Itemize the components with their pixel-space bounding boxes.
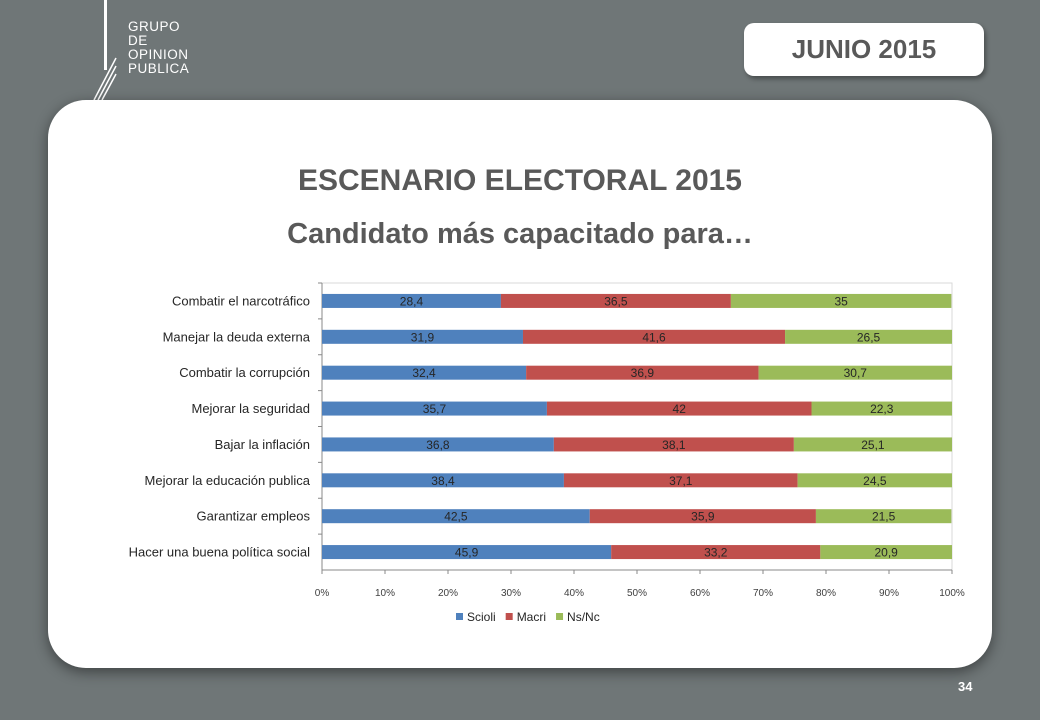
- bar-segment: [785, 329, 952, 344]
- bar-segment: [793, 437, 952, 452]
- logo-line-3: OPINION: [128, 47, 189, 62]
- data-label: 36,5: [604, 294, 628, 308]
- bar-segment: [797, 473, 952, 488]
- x-tick-label: 20%: [438, 588, 458, 599]
- plot-area: [321, 282, 953, 571]
- bar-segment: [546, 401, 812, 416]
- category-label: Mejorar la seguridad: [191, 401, 310, 416]
- bar-segment: [811, 401, 952, 416]
- data-label: 42: [673, 402, 687, 416]
- data-label: 38,4: [431, 474, 455, 488]
- data-label: 20,9: [874, 546, 898, 560]
- bar-segment: [322, 473, 564, 488]
- data-label: 38,1: [662, 438, 686, 452]
- legend-label: Scioli: [467, 610, 496, 624]
- data-label: 25,1: [861, 438, 885, 452]
- data-label: 31,9: [411, 330, 435, 344]
- bar-segment: [500, 293, 731, 308]
- x-tick-label: 80%: [816, 588, 836, 599]
- bar-segment: [758, 365, 952, 380]
- data-label: 26,5: [857, 330, 881, 344]
- logo-line-4: PUBLICA: [128, 61, 190, 76]
- data-label: 37,1: [669, 474, 693, 488]
- bar-segment: [322, 365, 527, 380]
- x-tick-label: 100%: [939, 588, 965, 599]
- bar-segment: [553, 437, 794, 452]
- logo-line-1: GRUPO: [128, 19, 181, 34]
- page-number: 34: [958, 679, 973, 694]
- x-tick-label: 30%: [501, 588, 521, 599]
- bar-segment: [322, 401, 547, 416]
- x-tick-label: 90%: [879, 588, 899, 599]
- bar-segment: [563, 473, 798, 488]
- x-tick-label: 0%: [315, 588, 330, 599]
- legend-label: Macri: [517, 610, 546, 624]
- category-label: Combatir el narcotráfico: [172, 293, 310, 308]
- logo-line-2: DE: [128, 33, 148, 48]
- legend-swatch: [556, 613, 564, 620]
- date-badge: JUNIO 2015: [744, 23, 984, 76]
- bar-segment: [322, 293, 501, 308]
- grupo-opinion-publica-logo: [93, 0, 117, 101]
- category-label: Combatir la corrupción: [179, 365, 310, 380]
- data-label: 28,4: [400, 294, 424, 308]
- data-label: 35,9: [691, 510, 715, 524]
- data-label: 21,5: [872, 510, 896, 524]
- data-label: 33,2: [704, 546, 728, 560]
- content-card: [48, 100, 992, 668]
- bar-segment: [820, 545, 952, 560]
- data-label: 35,7: [423, 402, 447, 416]
- bar-segment: [522, 329, 786, 344]
- bar-segment: [815, 509, 952, 524]
- logo-text: GRUPO DE OPINION PUBLICA: [128, 20, 189, 76]
- legend-label: Ns/Nc: [567, 610, 600, 624]
- chart-title: ESCENARIO ELECTORAL 2015: [297, 164, 742, 197]
- chart-subtitle: Candidato más capacitado para…: [287, 218, 753, 250]
- bar-segment: [322, 329, 523, 344]
- x-tick-label: 50%: [627, 588, 647, 599]
- category-label: Garantizar empleos: [197, 509, 311, 524]
- data-label: 36,8: [426, 438, 450, 452]
- data-label: 32,4: [412, 366, 436, 380]
- bar-segment: [322, 437, 554, 452]
- data-label: 24,5: [863, 474, 887, 488]
- x-tick-label: 60%: [690, 588, 710, 599]
- data-label: 30,7: [844, 366, 868, 380]
- data-label: 42,5: [444, 510, 468, 524]
- bar-segment: [526, 365, 759, 380]
- legend-swatch: [505, 613, 513, 620]
- data-label: 41,6: [642, 330, 666, 344]
- data-label: 35: [834, 294, 848, 308]
- bar-segment: [730, 293, 952, 308]
- data-label: 36,9: [631, 366, 655, 380]
- category-label: Manejar la deuda externa: [163, 329, 311, 344]
- legend-swatch: [456, 613, 463, 620]
- bar-segment: [589, 509, 816, 524]
- data-label: 45,9: [455, 546, 479, 560]
- bar-segment: [322, 545, 612, 560]
- bar-segment: [611, 545, 821, 560]
- x-tick-label: 70%: [753, 588, 773, 599]
- x-tick-label: 10%: [375, 588, 395, 599]
- category-label: Bajar la inflación: [215, 437, 310, 452]
- category-label: Hacer una buena política social: [129, 545, 311, 560]
- bar-segment: [322, 509, 590, 524]
- x-tick-label: 40%: [564, 588, 584, 599]
- category-label: Mejorar la educación publica: [145, 473, 311, 488]
- data-label: 22,3: [870, 402, 894, 416]
